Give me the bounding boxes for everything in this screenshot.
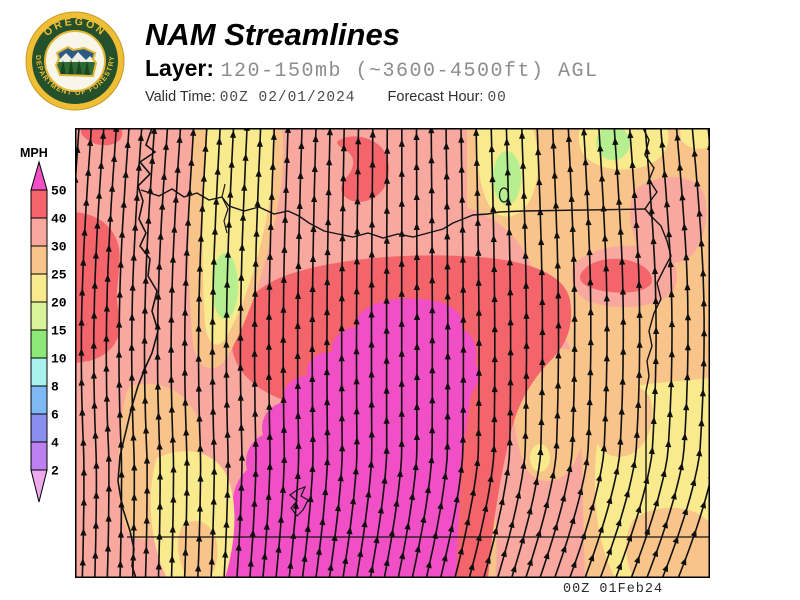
legend-block (30, 385, 48, 415)
oregon-state-outline (54, 45, 98, 78)
legend-block (30, 413, 48, 443)
wind-fill-regions (75, 128, 710, 578)
layer-value: 120-150mb (~3600-4500ft) AGL (220, 60, 599, 83)
legend-tick-label: 2 (51, 464, 59, 479)
legend-tick-label: 10 (51, 352, 67, 367)
legend-block (30, 217, 48, 247)
time-row: Valid Time: 00Z 02/01/2024 Forecast Hour… (145, 89, 785, 106)
page-title: NAM Streamlines (145, 17, 400, 52)
legend-tick-label: 4 (51, 436, 59, 451)
legend-block (30, 245, 48, 275)
legend-unit-label: MPH (20, 146, 48, 160)
legend-below-min-tip (30, 469, 48, 503)
streamlines (75, 128, 710, 578)
legend-tick-label: 30 (51, 240, 67, 255)
layer-row: Layer: 120-150mb (~3600-4500ft) AGL (145, 55, 785, 85)
legend-block (30, 357, 48, 387)
header: NAM Streamlines Layer: 120-150mb (~3600-… (145, 17, 785, 107)
willamette-river (221, 183, 229, 234)
legend-tick-label: 8 (51, 380, 59, 395)
legend-tick-label: 25 (51, 268, 67, 283)
wind-speed-legend: MPH 50 40 30 25 20 15 10 8 6 4 2 (20, 146, 67, 503)
columbia-river (140, 188, 646, 239)
legend-tick-label: 6 (51, 408, 59, 423)
legend-tick-label: 15 (51, 324, 67, 339)
map-timestamp: 00Z 01Feb24 (563, 582, 664, 597)
legend-block (30, 189, 48, 219)
map-border (75, 128, 710, 578)
legend-tick-label: 20 (51, 296, 67, 311)
legend-block (30, 329, 48, 359)
legend-block (30, 441, 48, 471)
legend-tick-label: 40 (51, 212, 67, 227)
legend-block (30, 273, 48, 303)
coastline (117, 128, 159, 578)
streamline-map (75, 128, 710, 578)
oregon-state-scene (56, 47, 96, 76)
legend-block (30, 301, 48, 331)
layer-label: Layer: (145, 55, 215, 81)
klamath-lake-outline (289, 485, 309, 517)
valid-time-label: Valid Time: (145, 89, 216, 105)
odf-logo: OREGON DEPARTMENT OF FORESTRY (25, 11, 125, 111)
valid-time-value: 00Z 02/01/2024 (219, 90, 356, 106)
legend-above-max-tip (30, 160, 48, 191)
forecast-hour-value: 00 (487, 90, 507, 106)
forecast-hour-label: Forecast Hour: (387, 89, 484, 105)
legend-tick-label: 50 (51, 184, 67, 199)
